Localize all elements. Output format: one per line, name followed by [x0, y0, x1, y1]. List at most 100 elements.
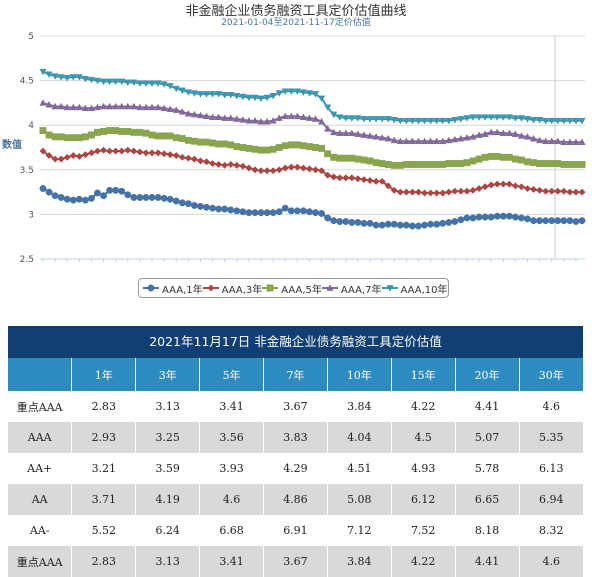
data-point	[215, 140, 223, 148]
data-point	[433, 160, 441, 168]
data-point	[184, 89, 192, 96]
data-point	[209, 139, 217, 147]
data-point	[402, 221, 410, 229]
table-cell: 5.78	[455, 453, 520, 484]
data-point	[118, 187, 126, 195]
table-row: 重点AAA 2.83 3.13 3.41 3.67 3.84 4.22 4.41 4.6	[8, 391, 583, 422]
data-point	[517, 183, 525, 191]
data-point	[408, 160, 416, 168]
data-point	[51, 133, 59, 141]
data-point	[287, 141, 295, 149]
legend-item[interactable]: AAA,1年	[143, 281, 203, 296]
data-point	[166, 83, 174, 90]
data-point	[517, 115, 526, 122]
data-point	[196, 91, 205, 98]
table-cell: 4.22	[391, 546, 456, 577]
data-point	[505, 212, 513, 220]
data-point	[542, 117, 550, 125]
data-point	[505, 114, 513, 121]
legend-symbol-icon	[321, 284, 338, 291]
data-point	[227, 206, 235, 214]
data-point	[324, 171, 332, 179]
data-point	[542, 187, 550, 195]
table-cell: 3.67	[263, 546, 328, 577]
data-point	[517, 214, 525, 222]
data-point	[336, 218, 344, 225]
data-point	[184, 109, 192, 117]
data-point	[221, 92, 229, 99]
data-point	[493, 114, 501, 121]
data-point	[326, 284, 334, 291]
data-point	[402, 188, 410, 196]
data-point	[275, 144, 283, 151]
table-cell: 6.65	[455, 484, 520, 515]
data-point	[336, 114, 344, 121]
legend-item[interactable]: AAA,10年	[381, 281, 448, 296]
data-point	[305, 114, 314, 121]
data-point	[178, 135, 186, 143]
table-cell: 3.21	[71, 453, 137, 484]
data-point	[366, 132, 374, 139]
data-point	[366, 219, 374, 227]
legend-item[interactable]: AAA,3年	[202, 281, 262, 296]
data-point	[172, 151, 180, 160]
data-point	[336, 129, 344, 137]
legend-label: AAA,10年	[400, 284, 448, 296]
data-point	[112, 78, 120, 86]
data-point	[311, 115, 320, 122]
data-point	[517, 132, 526, 139]
data-point	[299, 207, 307, 215]
data-point	[427, 220, 435, 228]
data-point	[275, 208, 283, 216]
table-cell: 4.86	[263, 484, 328, 515]
data-point	[184, 154, 192, 162]
data-point	[136, 80, 144, 87]
table-cell: 3.13	[135, 391, 201, 422]
data-point	[542, 217, 550, 225]
table-row: AA- 5.52 6.24 6.68 6.91 7.12 7.52 8.18 8.32	[8, 515, 583, 546]
row-rating-label: 重点AAA	[8, 391, 73, 422]
data-point	[81, 76, 90, 83]
column-header: 15年	[391, 358, 456, 391]
data-point	[105, 78, 114, 86]
data-point	[39, 99, 47, 106]
data-point	[566, 117, 574, 125]
data-point	[130, 79, 138, 87]
data-point	[69, 196, 77, 204]
data-point	[572, 218, 580, 225]
data-point	[548, 217, 556, 225]
data-point	[275, 166, 283, 174]
data-point	[124, 102, 132, 110]
column-header: 1年	[71, 358, 137, 391]
data-point	[233, 161, 241, 169]
data-point	[81, 196, 89, 204]
table-cell: 8.32	[519, 515, 583, 546]
data-point	[202, 112, 211, 120]
data-point	[106, 127, 114, 135]
data-point	[100, 146, 108, 154]
legend-item[interactable]: AAA,5年	[262, 281, 322, 296]
table-cell: 3.67	[263, 391, 328, 422]
data-point	[99, 78, 108, 86]
data-point	[299, 142, 307, 150]
data-point	[51, 155, 59, 163]
y-tick-label: 3	[28, 210, 34, 220]
data-point	[433, 220, 441, 228]
data-point	[548, 160, 556, 168]
legend-item[interactable]: AAA,7年	[321, 281, 382, 296]
table-cell: 3.71	[71, 484, 137, 515]
data-point	[554, 160, 562, 168]
data-point	[324, 125, 332, 132]
data-point	[172, 197, 180, 205]
column-header: 5年	[199, 358, 264, 391]
table-cell: 7.12	[327, 515, 392, 546]
data-point	[318, 167, 326, 175]
data-point	[203, 138, 210, 146]
data-point	[160, 81, 168, 88]
data-point	[63, 134, 71, 142]
data-point	[209, 204, 217, 212]
data-point	[354, 175, 362, 183]
data-point	[493, 152, 501, 160]
y-tick-label: 4.5	[20, 77, 34, 87]
data-point	[87, 149, 96, 157]
